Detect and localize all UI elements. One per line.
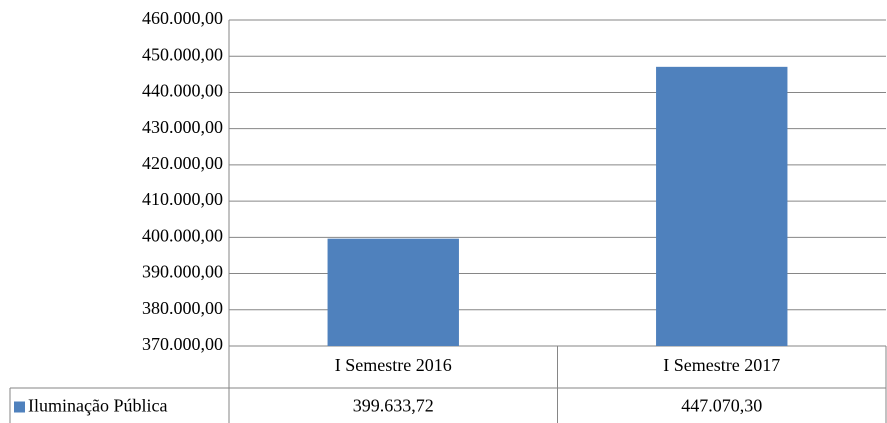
y-tick-label: 430.000,00: [142, 117, 223, 137]
legend-label: Iluminação Pública: [28, 396, 167, 416]
y-tick-label: 450.000,00: [142, 44, 223, 64]
y-tick-label: 370.000,00: [142, 334, 223, 354]
legend-key: [14, 401, 25, 413]
y-tick-label: 420.000,00: [142, 153, 223, 173]
y-tick-label: 440.000,00: [142, 81, 223, 101]
bar: [327, 238, 459, 346]
y-tick-label: 380.000,00: [142, 298, 223, 318]
y-tick-label: 410.000,00: [142, 189, 223, 209]
x-tick-label: I Semestre 2017: [663, 355, 780, 375]
table-value: 447.070,30: [681, 396, 762, 416]
x-tick-label: I Semestre 2016: [335, 355, 452, 375]
y-tick-label: 460.000,00: [142, 8, 223, 28]
y-tick-label: 400.000,00: [142, 225, 223, 245]
y-tick-label: 390.000,00: [142, 262, 223, 282]
bar: [656, 66, 788, 347]
table-value: 399.633,72: [353, 396, 434, 416]
